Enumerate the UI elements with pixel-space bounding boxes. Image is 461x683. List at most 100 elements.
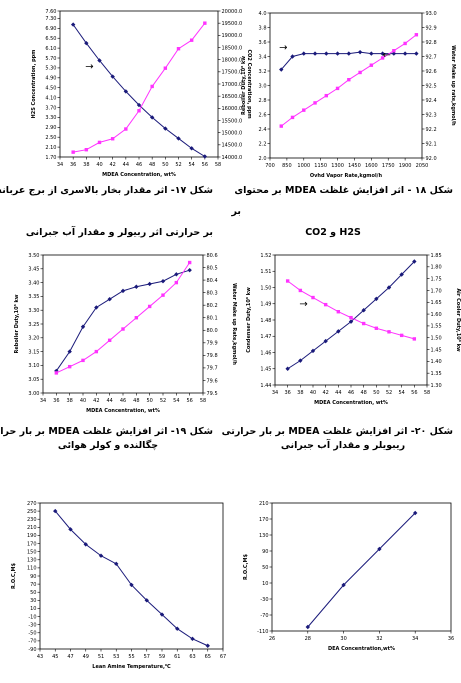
y2-tick-label: 20000.0 <box>222 9 243 15</box>
x-tick-label: 44 <box>123 162 129 168</box>
data-point <box>361 321 366 326</box>
data-point <box>414 33 419 37</box>
y-tick-label: 210 <box>27 525 37 531</box>
y-tick-label: 3.35 <box>28 294 39 300</box>
chart-reboiler-vapor-rate: 700 850 1000 1150 1300 1450 1600 1750 1900 2050 Ov… <box>241 11 456 179</box>
data-point <box>94 305 99 310</box>
data-point <box>161 293 165 297</box>
data-point <box>129 582 134 588</box>
y-tick-label: 3.2 <box>259 69 267 75</box>
x-tick-label: 50 <box>373 390 379 396</box>
data-point <box>279 67 284 72</box>
data-point <box>290 54 295 59</box>
y2-tick-label: 80.0 <box>207 328 218 334</box>
series-line <box>56 262 191 374</box>
data-point <box>323 338 328 344</box>
y2-axis-label: Water Make up rate,kgmol/h <box>450 45 456 126</box>
y2-tick-label: 79.9 <box>207 341 218 347</box>
x-tick-label: 54 <box>173 398 179 404</box>
data-point <box>121 327 125 331</box>
data-point <box>279 124 283 128</box>
series-line <box>287 261 415 370</box>
data-point <box>84 40 89 46</box>
y-tick-label: 3.8 <box>259 25 267 31</box>
y-tick-label: 3.15 <box>28 349 39 355</box>
x-tick-label: 48 <box>133 398 139 404</box>
data-point <box>107 296 112 302</box>
y2-tick-label: 19000.0 <box>222 33 243 39</box>
x-tick-label: 56 <box>411 390 417 396</box>
data-point <box>335 86 340 91</box>
x-tick-label: 30 <box>340 636 346 642</box>
data-point <box>348 319 354 324</box>
x-tick-label: 34 <box>412 636 418 642</box>
y2-tick-label: 19500.0 <box>222 21 243 27</box>
data-point <box>94 349 99 354</box>
y2-tick-label: 92.1 <box>426 141 437 147</box>
y-axis-label: Condenser Duty,10⁶ kw <box>246 287 252 353</box>
y-tick-label: -90 <box>28 647 36 653</box>
data-point <box>163 66 168 70</box>
y-tick-label: 1.46 <box>260 350 271 356</box>
series-line <box>54 510 208 647</box>
data-point <box>110 74 115 79</box>
x-tick-label: 48 <box>149 162 155 168</box>
y-tick-label: 2.0 <box>259 156 267 162</box>
y2-tick-label: 1.60 <box>431 312 442 318</box>
x-tick-label: 46 <box>120 398 126 404</box>
x-tick-label: 59 <box>159 654 165 660</box>
x-tick-label: 50 <box>162 162 168 168</box>
data-point <box>84 148 89 152</box>
y-tick-label: 7.60 <box>45 9 56 15</box>
y2-tick-label: 79.7 <box>207 366 218 372</box>
data-point <box>163 126 168 131</box>
y-tick-label: -50 <box>28 631 36 637</box>
data-point <box>358 70 362 75</box>
data-point <box>149 115 155 120</box>
data-point <box>176 136 181 141</box>
y2-tick-label: 1.65 <box>431 300 442 306</box>
data-point <box>97 58 102 63</box>
x-tick-label: 1750 <box>382 163 395 169</box>
y2-tick-label: 79.5 <box>207 391 218 397</box>
y2-tick-label: 80.2 <box>207 303 218 309</box>
y-tick-label: 90 <box>262 549 268 555</box>
x-axis-label: Ovhd Vapor Rate,kgmol/h <box>310 173 383 179</box>
data-point <box>374 296 379 302</box>
y-tick-label: 230 <box>27 517 37 523</box>
x-tick-label: 45 <box>52 654 58 660</box>
data-point <box>285 279 290 283</box>
data-point <box>341 582 346 588</box>
x-tick-label: 46 <box>348 390 354 396</box>
series-line <box>55 269 190 372</box>
y-axis-label: Reboiler Duty,10⁶ kw <box>241 56 247 115</box>
caption-fig17-cont: بر حرارتی اثر ربیولر و مقدار آب جبرانی <box>3 226 213 240</box>
y-axis-label: H2S Concentration, ppm <box>31 50 37 119</box>
data-point <box>413 510 418 516</box>
y-tick-label: 30 <box>30 598 36 604</box>
data-point <box>205 643 210 648</box>
y2-tick-label: 92.2 <box>426 127 437 133</box>
x-tick-label: 1300 <box>331 163 344 169</box>
x-tick-label: 44 <box>106 398 112 404</box>
data-point <box>147 281 152 287</box>
caption-fig20-line1: شکل ۲۰- اثر افزایش غلظت MDEA بر بار حرار… <box>221 426 453 437</box>
y-axis-label: R.O.C,M$ <box>243 554 249 580</box>
data-point <box>120 288 126 294</box>
caption-fig18-line3: CO2 و H2S <box>305 227 361 238</box>
data-point <box>391 51 397 56</box>
annotation-arrow: → <box>279 43 287 54</box>
x-axis-label: MDEA Concentration, wt% <box>102 172 176 178</box>
caption-fig20: شکل ۲۰- اثر افزایش غلظت MDEA بر بار حرار… <box>221 425 453 453</box>
x-tick-label: 58 <box>424 390 430 396</box>
plot-frame <box>269 12 423 159</box>
y-tick-label: 150 <box>27 549 37 555</box>
x-tick-label: 42 <box>93 398 99 404</box>
caption-fig17-line1: شکل ۱۷- اثر مقدار بخار بالاسری از برج عر… <box>0 185 213 196</box>
data-point <box>187 260 192 265</box>
y2-tick-label: 17500.0 <box>222 70 243 76</box>
y-tick-label: -70 <box>28 639 36 645</box>
y-tick-label: 3.10 <box>28 363 39 369</box>
data-point <box>80 324 86 329</box>
data-point <box>97 140 102 145</box>
